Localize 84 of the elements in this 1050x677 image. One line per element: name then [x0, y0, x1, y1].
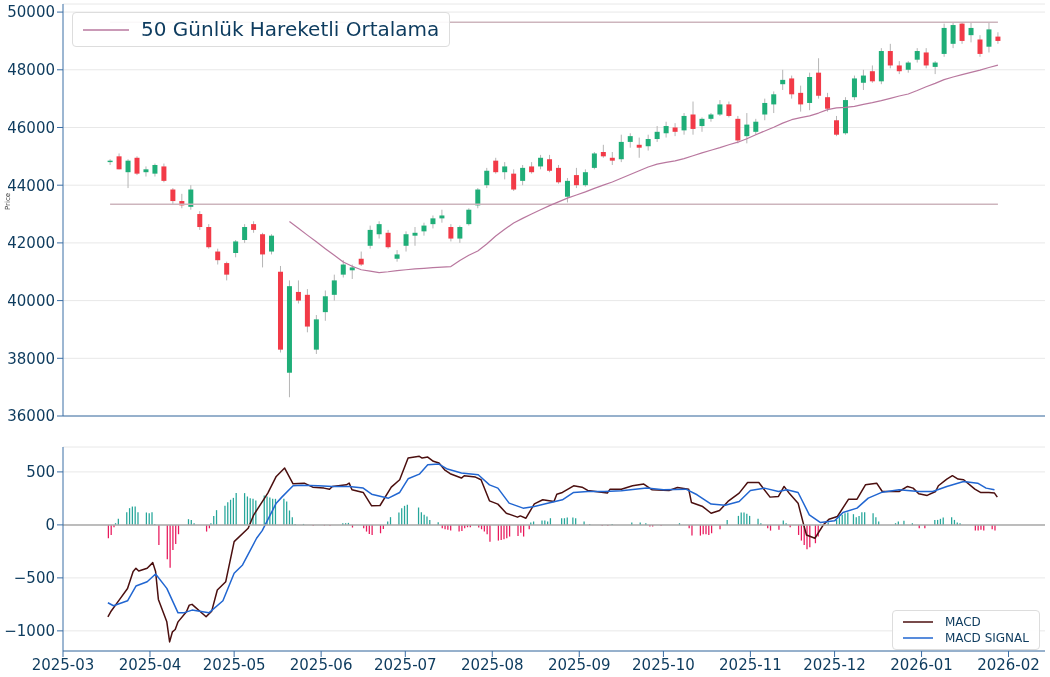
x-tick-label: 2026-01 — [890, 655, 953, 674]
line-series — [107, 463, 996, 614]
y-tick-label: 42000 — [7, 234, 55, 253]
y-tick-label: −500 — [13, 569, 55, 588]
candlestick — [322, 290, 328, 322]
candlestick — [636, 137, 642, 159]
candlestick — [520, 164, 526, 186]
candlestick — [744, 112, 750, 144]
candlestick — [798, 85, 804, 113]
candlestick — [206, 223, 212, 250]
y-tick-label: 0 — [45, 516, 55, 535]
legend-label: MACD SIGNAL — [944, 629, 1029, 646]
candlestick — [331, 274, 337, 302]
x-tick-label: 2025-07 — [373, 655, 437, 674]
x-tick-label: 2025-12 — [803, 655, 866, 674]
candlestick — [295, 279, 301, 304]
y-tick-label: 38000 — [7, 349, 55, 368]
candlestick — [771, 90, 777, 114]
candlestick — [681, 112, 687, 136]
candlestick — [762, 98, 768, 121]
candlestick — [672, 122, 678, 137]
candlestick — [699, 116, 705, 133]
x-tick-label: 2025-08 — [460, 655, 524, 674]
candlestick — [394, 249, 400, 263]
candlestick — [242, 223, 248, 244]
candlestick — [618, 134, 624, 163]
y-tick-label: 50000 — [7, 3, 55, 22]
candlestick — [968, 21, 974, 43]
candlestick — [959, 21, 965, 45]
candlestick — [977, 34, 983, 58]
candlestick — [654, 125, 660, 143]
legend-label: MACD — [944, 613, 981, 630]
candlestick — [367, 225, 373, 250]
candlestick — [430, 214, 436, 229]
candlestick — [412, 226, 418, 247]
candlestick — [143, 165, 149, 178]
candlestick — [986, 21, 992, 53]
candlestick — [950, 21, 956, 49]
y-tick-label: 46000 — [7, 118, 55, 137]
x-tick-label: 2025-10 — [632, 655, 695, 674]
candlestick — [923, 47, 929, 69]
y-tick-label: 36000 — [7, 407, 55, 426]
candlestick — [995, 31, 1001, 45]
candlestick — [860, 69, 866, 91]
candlestick — [224, 261, 230, 281]
x-tick-label: 2025-09 — [547, 655, 611, 674]
candlestick — [385, 229, 391, 250]
candlestick — [564, 177, 570, 203]
candlestick — [439, 209, 445, 224]
candlestick — [556, 164, 561, 185]
legend-label: 50 Günlük Hareketli Ortalama — [141, 16, 440, 43]
candlestick — [269, 233, 275, 255]
candlestick — [663, 121, 669, 139]
candlestick — [690, 101, 696, 136]
candlestick — [376, 220, 382, 240]
candlestick — [260, 232, 266, 268]
candlestick — [780, 69, 786, 91]
candlestick — [161, 163, 167, 183]
candlestick — [573, 167, 579, 189]
candlestick — [825, 92, 831, 113]
y-tick-label: 48000 — [7, 61, 55, 80]
y-tick-label: −1000 — [4, 622, 55, 641]
candlestick — [403, 230, 409, 253]
candlestick — [851, 75, 857, 101]
candlestick — [125, 158, 131, 189]
candlestick — [834, 115, 840, 137]
candlestick — [511, 168, 517, 192]
line-series — [288, 64, 999, 274]
candlestick — [484, 167, 490, 189]
x-tick-label: 2025-05 — [202, 655, 266, 674]
x-tick-label: 2026-02 — [977, 655, 1040, 674]
candlestick — [816, 57, 822, 100]
candlestick — [134, 155, 140, 176]
y-tick-label: 500 — [26, 463, 55, 482]
candlestick — [708, 112, 714, 123]
x-tick-label: 2025-06 — [289, 655, 353, 674]
candlestick — [197, 210, 203, 231]
x-tick-label: 2025-11 — [719, 655, 782, 674]
y-tick-label: 40000 — [7, 291, 55, 310]
candlestick — [887, 43, 893, 69]
x-tick-label: 2025-04 — [118, 655, 182, 674]
candlestick — [735, 115, 741, 144]
x-tick-label: 2025-03 — [31, 655, 95, 674]
candlestick — [789, 75, 795, 100]
